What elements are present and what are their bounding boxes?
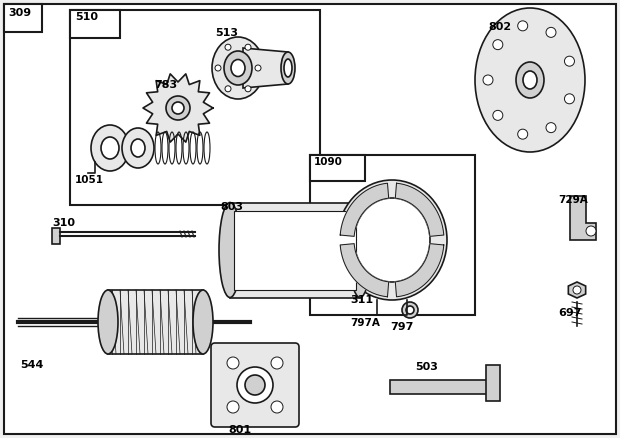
Polygon shape xyxy=(569,282,586,298)
Ellipse shape xyxy=(98,290,118,354)
Ellipse shape xyxy=(523,71,537,89)
Ellipse shape xyxy=(131,139,145,157)
Circle shape xyxy=(225,44,231,50)
Text: 503: 503 xyxy=(415,362,438,372)
Ellipse shape xyxy=(212,37,264,99)
Ellipse shape xyxy=(193,290,213,354)
Circle shape xyxy=(227,401,239,413)
Text: 513: 513 xyxy=(215,28,238,38)
Circle shape xyxy=(406,306,414,314)
Bar xyxy=(390,380,495,394)
Polygon shape xyxy=(340,244,389,297)
Polygon shape xyxy=(340,183,389,237)
Circle shape xyxy=(546,27,556,37)
Circle shape xyxy=(586,226,596,236)
Circle shape xyxy=(483,75,493,85)
Bar xyxy=(52,228,60,244)
Ellipse shape xyxy=(516,62,544,98)
Circle shape xyxy=(402,302,418,318)
Circle shape xyxy=(271,401,283,413)
FancyBboxPatch shape xyxy=(211,343,299,427)
Text: 311: 311 xyxy=(350,295,373,305)
Ellipse shape xyxy=(224,51,252,85)
Ellipse shape xyxy=(349,202,371,297)
Circle shape xyxy=(546,123,556,133)
Circle shape xyxy=(225,86,231,92)
Ellipse shape xyxy=(284,59,292,77)
Circle shape xyxy=(245,375,265,395)
Circle shape xyxy=(166,96,190,120)
Ellipse shape xyxy=(231,60,245,77)
Text: 309: 309 xyxy=(8,8,31,18)
Polygon shape xyxy=(570,196,596,240)
Text: 801: 801 xyxy=(228,425,251,435)
Text: 697: 697 xyxy=(558,308,582,318)
Ellipse shape xyxy=(354,198,430,282)
Ellipse shape xyxy=(91,125,129,171)
Circle shape xyxy=(245,86,251,92)
Bar xyxy=(4,4,42,32)
Circle shape xyxy=(237,367,273,403)
Polygon shape xyxy=(396,244,444,297)
Circle shape xyxy=(245,44,251,50)
Text: 797A: 797A xyxy=(350,318,380,328)
Ellipse shape xyxy=(337,180,447,300)
Polygon shape xyxy=(143,74,213,142)
Polygon shape xyxy=(243,48,288,88)
Text: 510: 510 xyxy=(75,12,98,22)
Bar xyxy=(310,155,475,315)
Text: 1090: 1090 xyxy=(314,157,343,167)
Text: 802: 802 xyxy=(488,22,511,32)
Circle shape xyxy=(518,21,528,31)
Text: 803: 803 xyxy=(220,202,243,212)
Circle shape xyxy=(493,40,503,49)
Text: eReplacementParts.com: eReplacementParts.com xyxy=(225,212,395,226)
Ellipse shape xyxy=(101,137,119,159)
Circle shape xyxy=(564,56,575,66)
Text: 310: 310 xyxy=(52,218,75,228)
Circle shape xyxy=(518,129,528,139)
Ellipse shape xyxy=(219,202,241,297)
Ellipse shape xyxy=(281,52,295,84)
Circle shape xyxy=(573,286,581,294)
Ellipse shape xyxy=(122,128,154,168)
Bar xyxy=(70,10,320,205)
Circle shape xyxy=(255,65,261,71)
Bar xyxy=(108,290,203,354)
Circle shape xyxy=(215,65,221,71)
Circle shape xyxy=(564,94,575,104)
Bar xyxy=(486,365,500,401)
Ellipse shape xyxy=(475,8,585,152)
Text: 1051: 1051 xyxy=(75,175,104,185)
Circle shape xyxy=(493,110,503,120)
Polygon shape xyxy=(396,183,444,237)
Bar xyxy=(310,155,365,181)
Circle shape xyxy=(227,357,239,369)
Circle shape xyxy=(271,357,283,369)
Text: 783: 783 xyxy=(154,80,177,90)
Bar xyxy=(70,10,120,38)
Bar xyxy=(230,203,360,298)
Circle shape xyxy=(172,102,184,114)
Text: 797: 797 xyxy=(390,322,414,332)
Text: 544: 544 xyxy=(20,360,43,370)
Text: 729A: 729A xyxy=(558,195,588,205)
Bar xyxy=(234,211,356,290)
